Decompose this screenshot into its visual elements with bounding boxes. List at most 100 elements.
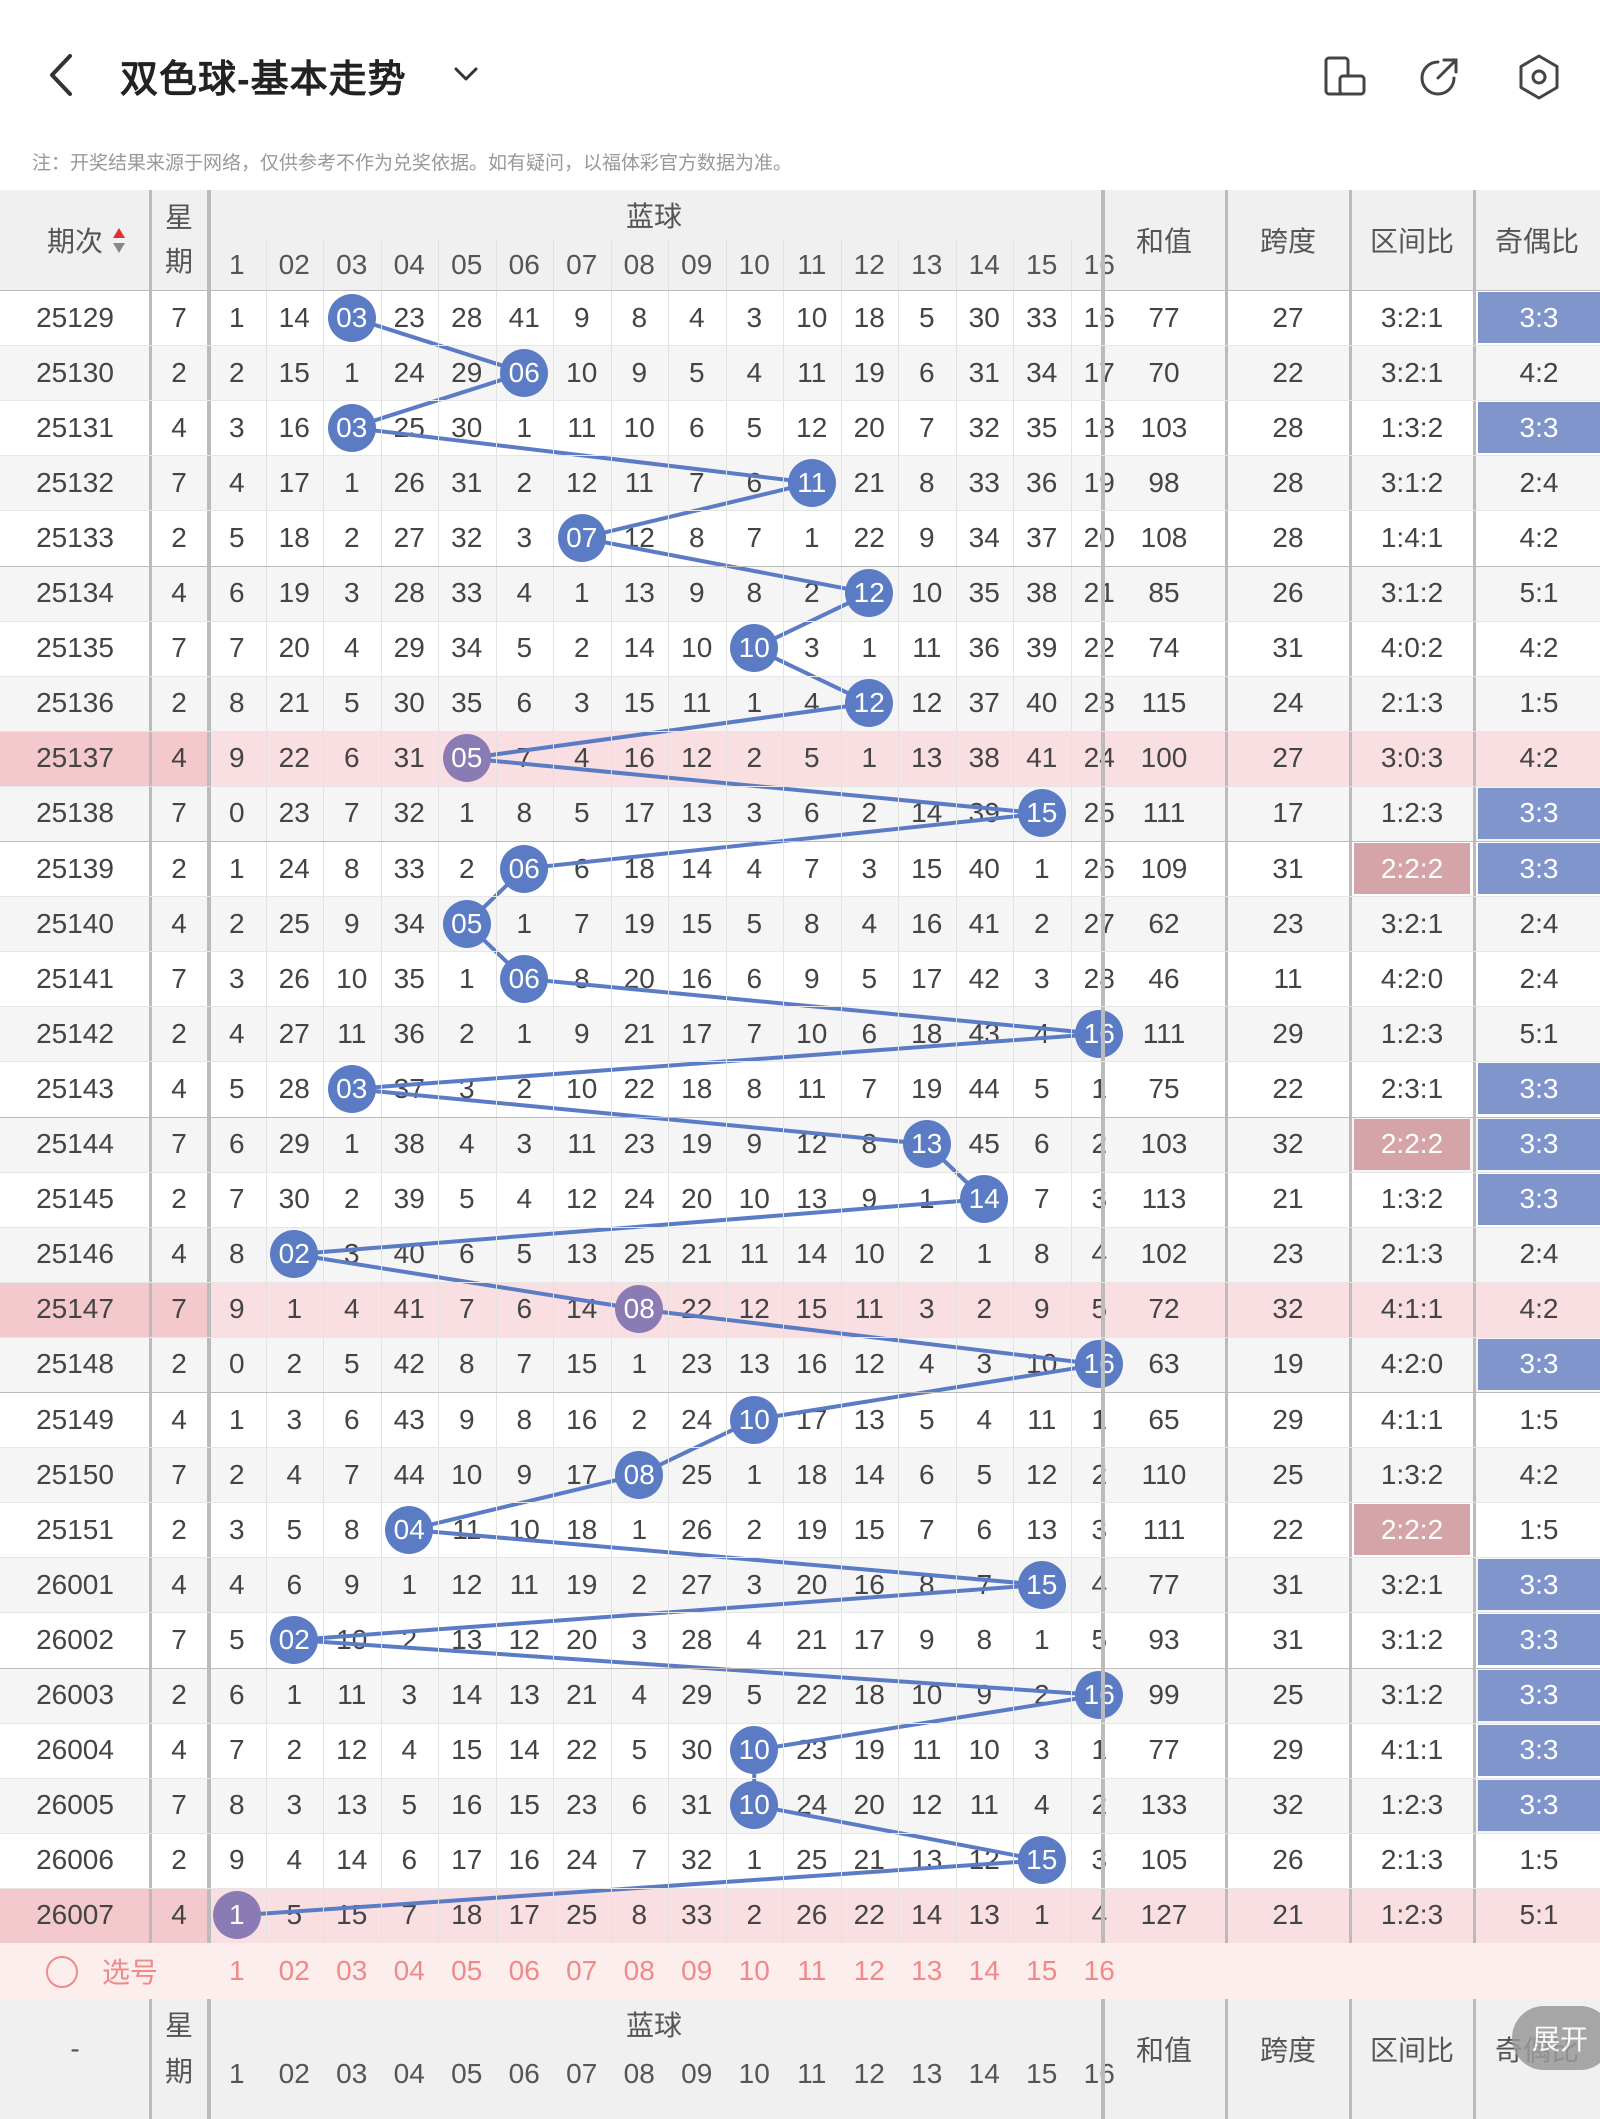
select-number[interactable]: 08 [623,1955,655,1986]
omission-value[interactable]: 24 [393,356,425,388]
odd-even-ratio[interactable]: 3:3 [1478,787,1600,839]
odd-even-ratio[interactable]: 3:3 [1478,1118,1600,1170]
select-number[interactable]: 1 [228,1955,245,1986]
span-value[interactable]: 27 [1272,301,1304,333]
omission-value[interactable]: 26 [681,1513,713,1545]
row-divider[interactable] [0,1006,1600,1008]
omission-value[interactable]: 22 [623,1072,655,1104]
omission-value[interactable]: 7 [918,411,935,443]
omission-value[interactable]: 34 [393,907,425,939]
select-number[interactable]: 05 [451,1955,483,1986]
omission-value[interactable]: 5 [976,1458,993,1490]
omission-value[interactable]: 1 [228,301,245,333]
span-value[interactable]: 31 [1272,852,1304,884]
omission-value[interactable]: 9 [458,1403,475,1435]
omission-value[interactable]: 33 [968,466,1000,498]
blue-ball[interactable]: 07 [557,513,606,562]
sum-value[interactable]: 77 [1148,1734,1180,1766]
omission-value[interactable]: 2 [918,1238,935,1270]
omission-value[interactable]: 7 [631,1844,648,1876]
omission-value[interactable]: 6 [976,1513,993,1545]
omission-value[interactable]: 8 [631,301,648,333]
omission-value[interactable]: 11 [567,1128,597,1160]
omission-value[interactable]: 27 [278,1017,310,1049]
sum-value[interactable]: 103 [1140,1128,1188,1160]
grid-line[interactable] [438,240,439,1943]
omission-value[interactable]: 3 [516,521,533,553]
omission-value[interactable]: 3 [343,1238,360,1270]
omission-value[interactable]: 17 [681,1017,713,1049]
omission-value[interactable]: 21 [278,687,310,719]
omission-value[interactable]: 16 [566,1403,598,1435]
column-divider[interactable] [149,190,152,1943]
omission-value[interactable]: 26 [393,466,425,498]
omission-value[interactable]: 14 [451,1679,483,1711]
omission-value[interactable]: 2 [286,1348,303,1380]
omission-value[interactable]: 5 [343,687,360,719]
blue-ball[interactable]: 15 [1017,1560,1066,1609]
omission-value[interactable]: 14 [336,1844,368,1876]
omission-value[interactable]: 4 [746,356,763,388]
odd-even-ratio[interactable]: 4:2 [1519,1458,1559,1490]
footer-blue-column-header[interactable]: 12 [853,2058,885,2089]
omission-value[interactable]: 10 [566,356,598,388]
omission-value[interactable]: 1 [286,1293,303,1325]
row-divider[interactable] [0,345,1600,347]
omission-value[interactable]: 16 [853,1568,885,1600]
omission-value[interactable]: 4 [286,1458,303,1490]
span-value[interactable]: 28 [1272,466,1304,498]
omission-value[interactable]: 5 [286,1899,303,1931]
omission-value[interactable]: 8 [458,1348,475,1380]
column-divider[interactable] [207,190,211,1943]
omission-value[interactable]: 17 [853,1623,885,1655]
omission-value[interactable]: 12 [796,1128,828,1160]
zone-ratio[interactable]: 3:1:2 [1380,1679,1444,1711]
omission-value[interactable]: 23 [796,1734,828,1766]
omission-value[interactable]: 1 [631,1513,648,1545]
omission-value[interactable]: 22 [853,1899,885,1931]
omission-value[interactable]: 7 [228,1734,245,1766]
omission-value[interactable]: 24 [623,1183,655,1215]
span-header[interactable]: 跨度 [1259,226,1316,257]
omission-value[interactable]: 31 [393,742,425,774]
omission-value[interactable]: 2 [1033,907,1050,939]
omission-value[interactable]: 19 [566,1568,598,1600]
omission-value[interactable]: 11 [912,632,942,664]
omission-value[interactable]: 17 [796,1403,828,1435]
omission-value[interactable]: 16 [278,411,310,443]
omission-value[interactable]: 21 [566,1679,598,1711]
omission-value[interactable]: 2 [631,1403,648,1435]
select-number[interactable]: 16 [1083,1955,1115,1986]
row-divider[interactable] [0,1447,1600,1449]
omission-value[interactable]: 13 [853,1403,885,1435]
footer-issue[interactable]: - [70,2033,80,2064]
span-value[interactable]: 25 [1272,1458,1304,1490]
omission-value[interactable]: 9 [631,356,648,388]
blue-column-header[interactable]: 06 [508,249,540,280]
blue-ball[interactable]: 06 [500,348,549,397]
week-day[interactable]: 2 [171,1348,187,1380]
issue-number[interactable]: 25146 [36,1238,114,1270]
select-number[interactable]: 02 [278,1955,310,1986]
omission-value[interactable]: 13 [1026,1513,1058,1545]
omission-value[interactable]: 8 [228,1789,245,1821]
omission-value[interactable]: 23 [623,1128,655,1160]
blue-column-header[interactable]: 1 [228,249,245,280]
omission-value[interactable]: 3 [631,1623,648,1655]
omission-value[interactable]: 24 [796,1789,828,1821]
span-value[interactable]: 32 [1272,1293,1304,1325]
omission-value[interactable]: 1 [746,687,763,719]
footer-week-header[interactable]: 星期 [165,2010,194,2087]
omission-value[interactable]: 12 [681,742,713,774]
row-divider[interactable] [0,1612,1600,1614]
omission-value[interactable]: 25 [566,1899,598,1931]
omission-value[interactable]: 30 [278,1183,310,1215]
omission-value[interactable]: 38 [1026,577,1058,609]
omission-value[interactable]: 34 [968,521,1000,553]
oddeven-header[interactable]: 奇偶比 [1494,226,1579,257]
issue-number[interactable]: 25142 [36,1017,114,1049]
week-day[interactable]: 2 [171,1513,187,1545]
omission-value[interactable]: 40 [1026,687,1058,719]
omission-value[interactable]: 6 [228,577,245,609]
omission-value[interactable]: 10 [451,1458,483,1490]
